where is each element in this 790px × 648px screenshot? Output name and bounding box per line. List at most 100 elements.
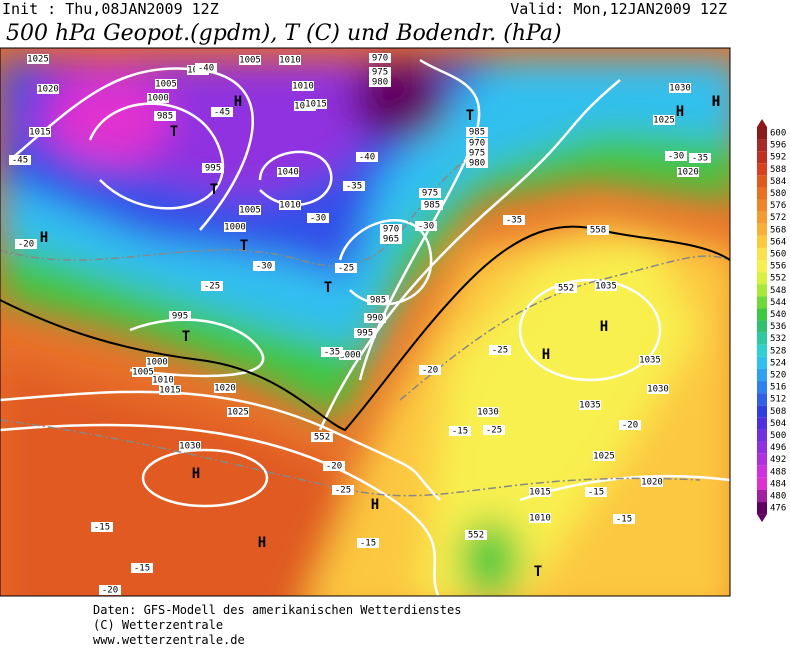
label-box	[343, 181, 365, 191]
colorbar-segment	[757, 429, 767, 442]
colorbar-label: 508	[770, 407, 786, 417]
colorbar-label: 532	[770, 334, 786, 344]
label-box	[419, 365, 441, 375]
contour-label: 985	[157, 112, 173, 122]
colorbar-label: 544	[770, 298, 786, 308]
pressure-center: H	[712, 94, 720, 110]
colorbar-segment	[757, 235, 767, 248]
colorbar-label: 484	[770, 479, 786, 489]
contour-label: 1010	[279, 56, 301, 66]
contour-label: 980	[372, 78, 388, 88]
contour-label: 1010	[152, 376, 174, 386]
label-box	[311, 432, 333, 442]
contour-label: 1020	[677, 168, 699, 178]
label-box	[321, 347, 343, 357]
contour-label: -15	[134, 564, 150, 574]
label-box	[367, 295, 389, 305]
label-box	[179, 441, 201, 451]
contour-label: 1020	[641, 478, 663, 488]
colorbar-segment	[757, 272, 767, 285]
colorbar-label: 524	[770, 358, 786, 368]
valid-time: Valid: Mon,12JAN2009 12Z	[510, 0, 727, 18]
label-box	[466, 158, 488, 168]
contour-label: 1010	[292, 82, 314, 92]
colorbar-label: 600	[770, 129, 786, 139]
contour-label: 1035	[579, 401, 601, 411]
label-box	[466, 127, 488, 137]
contour-label: 1005	[132, 368, 154, 378]
label-box	[421, 200, 443, 210]
contour-label: -35	[346, 182, 362, 192]
colorbar-label: 556	[770, 262, 786, 272]
contour-label: -25	[204, 282, 220, 292]
label-box	[477, 407, 499, 417]
contour-label: 975	[372, 68, 388, 78]
contour-label: 1005	[239, 206, 261, 216]
pressure-center: T	[466, 108, 474, 124]
map-labels: 1025102010151010100510009859951010101510…	[9, 53, 720, 596]
contour-label: 1040	[277, 168, 299, 178]
colorbar-label: 564	[770, 237, 786, 247]
contour-label: 1010	[279, 201, 301, 211]
contour-label: -40	[359, 153, 375, 163]
pressure-center: H	[258, 535, 266, 551]
colorbar-segment	[757, 308, 767, 321]
label-box	[154, 111, 176, 121]
label-box	[131, 563, 153, 573]
label-box	[339, 350, 361, 360]
colorbar-label: 584	[770, 177, 786, 187]
label-box	[613, 514, 635, 524]
contour-label: -45	[214, 108, 230, 118]
label-box	[305, 99, 327, 109]
colorbar-segment	[757, 441, 767, 454]
colorbar-segment	[757, 393, 767, 406]
label-box	[279, 200, 301, 210]
label-box	[356, 152, 378, 162]
label-box	[214, 383, 236, 393]
contour-label: 1025	[593, 452, 615, 462]
label-box	[677, 167, 699, 177]
contour-label: 1030	[179, 442, 201, 452]
contour-label: 1020	[37, 85, 59, 95]
contour-label: 1000	[146, 358, 168, 368]
label-box	[202, 163, 224, 173]
contour-label: -15	[616, 515, 632, 525]
contour-label: 1025	[27, 55, 49, 65]
contour-label: 1000	[339, 351, 361, 361]
contour-label: 1030	[647, 385, 669, 395]
colorbar-label: 560	[770, 250, 786, 260]
contour-label: -30	[256, 262, 272, 272]
pressure-center: H	[40, 230, 48, 246]
colorbar-segment	[757, 502, 767, 515]
colorbar-segment	[757, 187, 767, 200]
label-box	[665, 151, 687, 161]
contour-label: 1000	[224, 223, 246, 233]
contour-label: -25	[486, 426, 502, 436]
label-box	[15, 239, 37, 249]
contour-label: 1030	[669, 84, 691, 94]
contour-label: 985	[469, 128, 485, 138]
pressure-center: H	[676, 104, 684, 120]
colorbar-label: 528	[770, 346, 786, 356]
colorbar-label: 596	[770, 141, 786, 151]
label-box	[292, 81, 314, 91]
contour-label: 1015	[305, 100, 327, 110]
contour-label: 1025	[227, 408, 249, 418]
map: 1025102010151010100510009859951010101510…	[0, 48, 730, 596]
label-box	[529, 487, 551, 497]
colorbar-segment	[757, 247, 767, 261]
pressure-center: T	[240, 238, 248, 254]
contour-label: 985	[424, 201, 440, 211]
label-box	[647, 384, 669, 394]
colorbar-label: 488	[770, 467, 786, 477]
contour-label: 1015	[29, 128, 51, 138]
contour-label: 970	[383, 225, 399, 235]
map-title: 500 hPa Geopot.(gpdm), T (C) und Bodendr…	[6, 21, 562, 46]
contour-label: -25	[492, 346, 508, 356]
colorbar-segment	[757, 260, 767, 273]
contour-label: -15	[588, 488, 604, 498]
label-box	[380, 224, 402, 234]
label-box	[9, 155, 31, 165]
colorbar-label: 572	[770, 213, 786, 223]
contour-label: 1010	[529, 514, 551, 524]
